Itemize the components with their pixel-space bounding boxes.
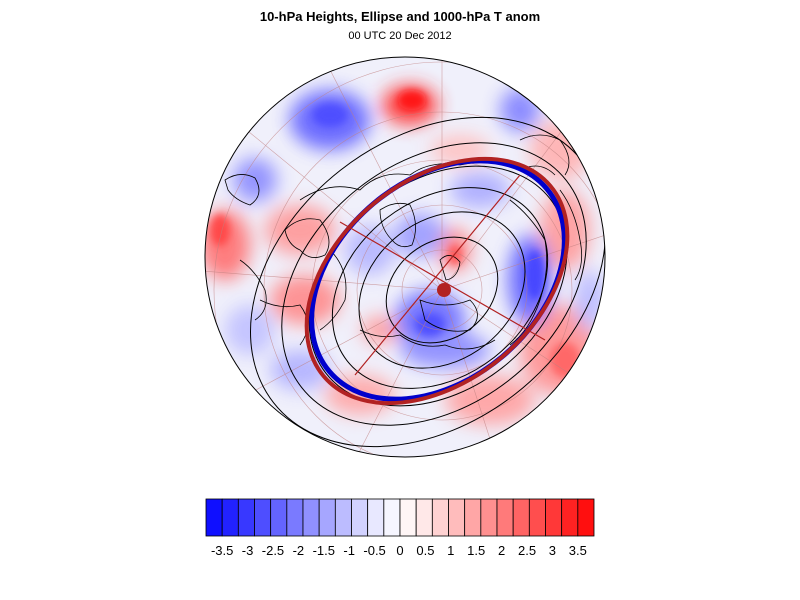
vortex-center-marker — [437, 283, 451, 297]
colorbar-swatch — [528, 498, 546, 537]
colorbar-tick-label: -1.5 — [312, 543, 335, 558]
colorbar-tick-label: -3.5 — [210, 543, 234, 558]
colorbar-swatch — [254, 498, 272, 537]
colorbar-tick-label: -3 — [241, 543, 254, 558]
plot-subtitle: 00 UTC 20 Dec 2012 — [348, 30, 452, 42]
colorbar-tick-label: -2 — [292, 543, 305, 558]
colorbar-swatch — [221, 498, 239, 537]
colorbar-swatch — [399, 498, 417, 537]
colorbar-swatch — [545, 498, 563, 537]
colorbar-tick-label: 2 — [497, 543, 506, 558]
colorbar-swatch — [367, 498, 385, 537]
colorbar-swatch — [334, 498, 352, 537]
colorbar-swatch — [237, 498, 255, 537]
map-border — [204, 56, 606, 458]
colorbar-swatch — [561, 498, 579, 537]
colorbar-tick-label: 3 — [548, 543, 557, 558]
colorbar-swatch — [286, 498, 304, 537]
temperature-anomaly-field — [205, 57, 605, 457]
colorbar-tick-label: 0.5 — [416, 543, 435, 558]
colorbar-swatch — [351, 498, 369, 537]
colorbar-tick-label: 1 — [447, 543, 455, 558]
colorbar-swatch — [205, 498, 223, 537]
colorbar-tick-label: -1 — [343, 543, 355, 558]
colorbar-tick-label: -0.5 — [363, 543, 386, 558]
colorbar-swatch — [480, 498, 498, 537]
ellipse-axes — [339, 174, 546, 376]
colorbar-swatch — [270, 498, 288, 537]
fitted-ellipse — [304, 156, 570, 406]
plot-title: 10-hPa Heights, Ellipse and 1000-hPa T a… — [259, 9, 541, 24]
colorbar-swatch — [464, 498, 482, 537]
colorbar-swatch — [302, 498, 320, 537]
colorbar-swatch — [577, 498, 595, 537]
colorbar-tick-label: 0 — [396, 543, 404, 558]
colorbar-tick-label: 2.5 — [517, 543, 537, 558]
colorbar-swatch — [383, 498, 401, 537]
colorbar-tick-label: 1.5 — [467, 543, 486, 558]
colorbar-swatch — [431, 498, 449, 537]
colorbar-swatch — [512, 498, 530, 537]
colorbar-swatch — [448, 498, 466, 537]
colorbar-swatch — [496, 498, 514, 537]
colorbar-swatch — [318, 498, 336, 537]
colorbar-swatch — [415, 498, 433, 537]
colorbar-tick-label: -2.5 — [261, 543, 285, 558]
colorbar-tick-label: 3.5 — [568, 543, 587, 558]
